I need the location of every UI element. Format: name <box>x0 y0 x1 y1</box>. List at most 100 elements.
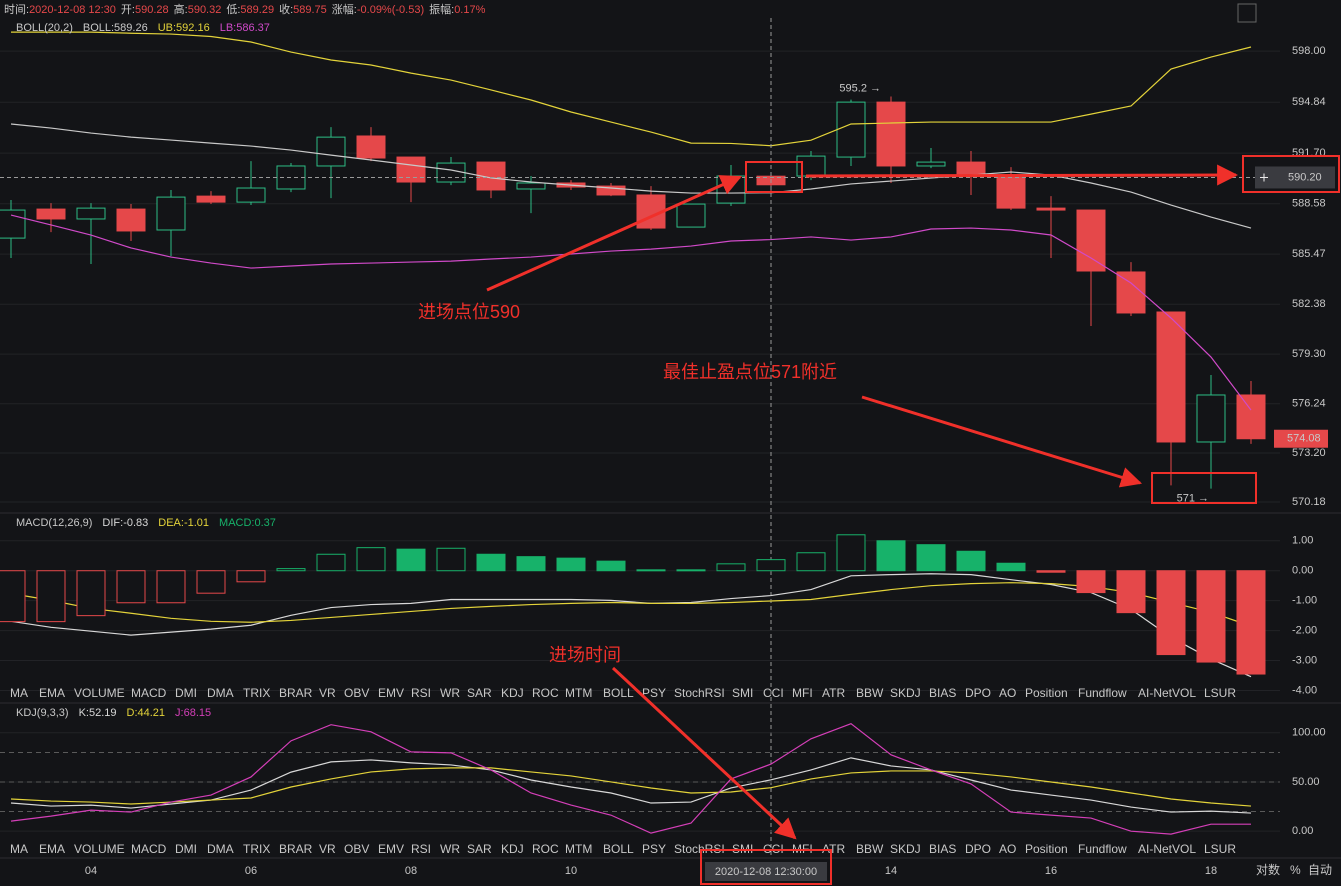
y-tick-label: 1.00 <box>1292 535 1313 547</box>
panel <box>0 534 1280 692</box>
indicator-tab[interactable]: BBW <box>856 842 884 856</box>
indicator-tab[interactable]: SAR <box>467 686 492 700</box>
indicator-tab[interactable]: MFI <box>792 686 813 700</box>
panel-separators <box>0 512 1341 859</box>
histogram-bar <box>356 547 386 572</box>
histogram-bar <box>236 570 266 583</box>
indicator-tab[interactable]: VOLUME <box>74 842 125 856</box>
indicator-tab[interactable]: VOLUME <box>74 686 125 700</box>
indicator-tab[interactable]: DPO <box>965 686 991 700</box>
indicator-tab[interactable]: SKDJ <box>890 842 921 856</box>
indicator-tab[interactable]: EMA <box>39 686 65 700</box>
y-tick-label: 591.70 <box>1292 147 1326 159</box>
indicator-tab[interactable]: ROC <box>532 842 559 856</box>
scale-option[interactable]: 对数 <box>1256 862 1280 877</box>
fullscreen-icon[interactable] <box>1237 3 1257 23</box>
indicator-tab[interactable]: LSUR <box>1204 686 1236 700</box>
scale-option[interactable]: 自动 <box>1308 863 1332 877</box>
indicator-tab[interactable]: PSY <box>642 686 666 700</box>
indicator-tab[interactable]: AO <box>999 686 1016 700</box>
candle-body <box>1036 207 1066 211</box>
indicator-tab[interactable]: EMV <box>378 686 404 700</box>
indicator-tab[interactable]: KDJ <box>501 686 524 700</box>
indicator-tab[interactable]: Position <box>1025 686 1068 700</box>
indicator-tab[interactable]: VR <box>319 842 336 856</box>
candle-body <box>396 156 426 183</box>
histogram-bar <box>916 544 946 572</box>
indicator-tab[interactable]: VR <box>319 686 336 700</box>
indicator-tab[interactable]: AO <box>999 842 1016 856</box>
histogram-bar <box>956 550 986 572</box>
indicator-tab[interactable]: WR <box>440 686 460 700</box>
indicator-tab[interactable]: AI-NetVOL <box>1138 842 1196 856</box>
indicator-tab[interactable]: MA <box>10 686 28 700</box>
indicator-tab[interactable]: DMA <box>207 842 234 856</box>
indicator-tab[interactable]: LSUR <box>1204 842 1236 856</box>
candle-body <box>836 101 866 158</box>
indicator-tab[interactable]: Fundflow <box>1078 842 1127 856</box>
legend-entry: K:52.19 <box>79 707 117 719</box>
indicator-tab[interactable]: ATR <box>822 842 845 856</box>
indicator-tab[interactable]: KDJ <box>501 842 524 856</box>
indicator-tab[interactable]: MACD <box>131 686 167 700</box>
indicator-tab[interactable]: DMA <box>207 686 234 700</box>
indicator-tab[interactable]: OBV <box>344 842 369 856</box>
indicator-tab[interactable]: BIAS <box>929 842 956 856</box>
indicator-tab[interactable]: ATR <box>822 686 845 700</box>
indicator-tab[interactable]: Fundflow <box>1078 686 1127 700</box>
indicator-tab[interactable]: BRAR <box>279 686 313 700</box>
x-tick-label: 10 <box>565 865 577 877</box>
indicator-tab[interactable]: EMA <box>39 842 65 856</box>
indicator-tab[interactable]: OBV <box>344 686 369 700</box>
indicator-tab[interactable]: AI-NetVOL <box>1138 686 1196 700</box>
legend-title: MACD(12,26,9) <box>16 517 92 529</box>
indicator-tab[interactable]: TRIX <box>243 842 270 856</box>
indicator-tab[interactable]: BOLL <box>603 842 634 856</box>
indicator-tab[interactable]: MACD <box>131 842 167 856</box>
candle-body <box>356 135 386 159</box>
annotation-layer: 进场点位590 最佳止盈点位571附近 进场时间 <box>418 155 1340 885</box>
indicator-tab[interactable]: TRIX <box>243 686 270 700</box>
indicator-tab[interactable]: EMV <box>378 842 404 856</box>
series-line <box>11 31 1252 147</box>
indicator-tab[interactable]: DPO <box>965 842 991 856</box>
candle-body <box>1156 311 1186 443</box>
indicator-tab[interactable]: WR <box>440 842 460 856</box>
indicator-tab[interactable]: BOLL <box>603 686 634 700</box>
legend-title: KDJ(9,3,3) <box>16 707 69 719</box>
indicator-tab[interactable]: CCI <box>763 686 784 700</box>
indicator-tab[interactable]: BIAS <box>929 686 956 700</box>
indicator-tab[interactable]: MTM <box>565 842 592 856</box>
histogram-bar <box>476 553 506 572</box>
indicator-tab[interactable]: BRAR <box>279 842 313 856</box>
info-value: 2020-12-08 12:30 <box>29 4 116 16</box>
indicator-tab[interactable]: MA <box>10 842 28 856</box>
indicator-tab[interactable]: BBW <box>856 686 884 700</box>
indicator-tab[interactable]: DMI <box>175 842 197 856</box>
info-value: 589.29 <box>240 4 274 16</box>
legend-entry: D:44.21 <box>127 707 166 719</box>
candle-body <box>36 208 66 220</box>
indicator-tab[interactable]: SMI <box>732 686 753 700</box>
indicator-tab[interactable]: Position <box>1025 842 1068 856</box>
indicator-tab[interactable]: SAR <box>467 842 492 856</box>
indicator-tab[interactable]: StochRSI <box>674 842 725 856</box>
scale-option[interactable]: % <box>1290 863 1301 877</box>
indicator-tab[interactable]: RSI <box>411 842 431 856</box>
series-line <box>10 723 1251 835</box>
legend-entry: LB:586.37 <box>220 22 270 34</box>
note-text: 进场点位590 <box>418 302 520 322</box>
legend-entry: J:68.15 <box>175 707 211 719</box>
indicator-tab[interactable]: MTM <box>565 686 592 700</box>
indicator-tab[interactable]: ROC <box>532 686 559 700</box>
indicator-tab[interactable]: DMI <box>175 686 197 700</box>
indicator-tab[interactable]: RSI <box>411 686 431 700</box>
indicator-tab[interactable]: StochRSI <box>674 686 725 700</box>
histogram-bar <box>676 569 706 572</box>
y-tick-label: 0.00 <box>1292 565 1313 577</box>
indicator-tab[interactable]: PSY <box>642 842 666 856</box>
indicator-tab[interactable]: SKDJ <box>890 686 921 700</box>
